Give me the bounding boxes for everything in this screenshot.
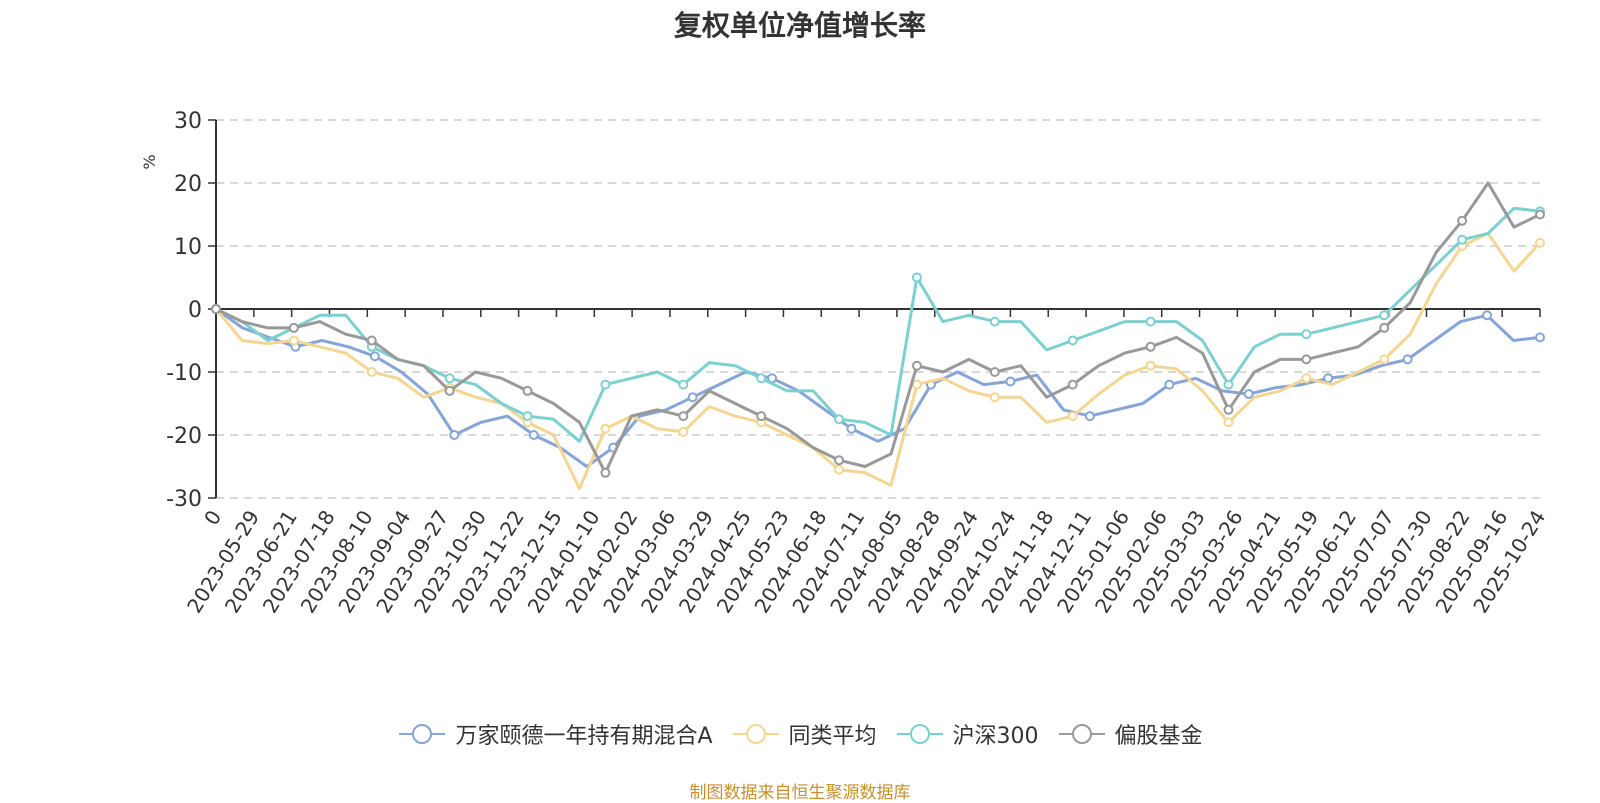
data-point [846, 423, 857, 434]
x-tick-label: 0 [199, 506, 226, 530]
axis-layer: 3020100-10-20-3002023-05-292023-06-21202… [166, 109, 1550, 617]
legend-item[interactable]: 万家颐德一年持有期混合A [397, 718, 713, 750]
data-point [989, 392, 1000, 403]
source-note: 制图数据来自恒生聚源数据库 [689, 783, 911, 803]
data-point [1379, 322, 1390, 333]
data-point [1301, 329, 1312, 340]
chart-title: 复权单位净值增长率 [673, 9, 926, 42]
data-point [1145, 341, 1156, 352]
data-point [1067, 411, 1078, 422]
data-point [1223, 404, 1234, 415]
data-point [687, 392, 698, 403]
data-point [1457, 234, 1468, 245]
y-tick-label: -10 [166, 361, 202, 386]
data-point [911, 379, 922, 390]
data-point [366, 367, 377, 377]
data-point [1084, 411, 1095, 422]
y-tick-label: 10 [174, 235, 202, 260]
data-point [1535, 237, 1545, 248]
data-point [756, 411, 767, 422]
series-layer [211, 181, 1545, 491]
series-line-1 [214, 231, 1542, 491]
data-point [1535, 332, 1545, 343]
data-point [444, 385, 455, 396]
data-point [756, 373, 767, 384]
legend-marker-icon [399, 724, 446, 744]
data-point [911, 360, 922, 371]
data-point [1223, 417, 1234, 428]
legend-marker-icon [732, 724, 779, 744]
data-point [1482, 310, 1493, 321]
y-tick-label: 30 [174, 109, 202, 134]
data-point [911, 272, 922, 283]
data-point [444, 373, 455, 384]
data-point [211, 304, 221, 314]
data-point [522, 411, 533, 422]
legend-label: 沪深300 [952, 724, 1039, 749]
grid-layer [216, 119, 1540, 499]
legend-marker-icon [896, 724, 943, 744]
y-tick-label: 20 [174, 172, 202, 197]
legend-item[interactable]: 同类平均 [731, 718, 877, 750]
data-point [834, 464, 845, 475]
data-point [369, 351, 380, 362]
data-point [989, 316, 1000, 327]
legend-label: 同类平均 [788, 724, 877, 749]
data-point [1164, 379, 1175, 390]
data-point [1301, 354, 1312, 365]
legend: 万家颐德一年持有期混合A 同类平均 沪深300 偏股基金 [0, 718, 1600, 750]
data-point [288, 322, 299, 333]
data-point [600, 379, 611, 390]
y-axis-label: % [140, 154, 159, 169]
data-point [600, 467, 611, 478]
data-point [678, 411, 689, 422]
data-point [1243, 389, 1254, 400]
series-line-3 [215, 181, 1541, 475]
data-point [366, 335, 377, 346]
data-point [1067, 379, 1078, 390]
data-point [1301, 373, 1312, 384]
data-point [834, 455, 845, 466]
y-tick-label: 0 [188, 298, 202, 323]
data-point [678, 426, 689, 437]
legend-label: 偏股基金 [1114, 724, 1203, 749]
data-point [1379, 310, 1390, 321]
legend-item[interactable]: 偏股基金 [1057, 718, 1203, 750]
data-point [1402, 354, 1413, 365]
data-point [1145, 316, 1156, 327]
y-tick-label: -20 [166, 424, 202, 449]
legend-item[interactable]: 沪深300 [895, 718, 1039, 750]
legend-label: 万家颐德一年持有期混合A [455, 724, 713, 749]
series-line-2 [215, 206, 1541, 443]
data-point [1535, 209, 1545, 220]
data-point [678, 379, 689, 390]
data-point [834, 414, 845, 425]
data-point [989, 367, 1000, 377]
data-point [1323, 373, 1334, 384]
data-point [1067, 335, 1078, 346]
data-point [1145, 360, 1156, 371]
data-point [449, 430, 460, 440]
data-point [600, 423, 611, 434]
data-point [1223, 379, 1234, 390]
y-tick-label: -30 [166, 487, 202, 512]
data-point [1005, 376, 1016, 387]
series-line-0 [215, 307, 1541, 468]
data-point [528, 430, 539, 440]
data-point [1457, 215, 1468, 226]
data-point [1379, 354, 1390, 365]
data-point [522, 385, 533, 396]
data-point [288, 335, 299, 346]
legend-marker-icon [1058, 724, 1105, 744]
